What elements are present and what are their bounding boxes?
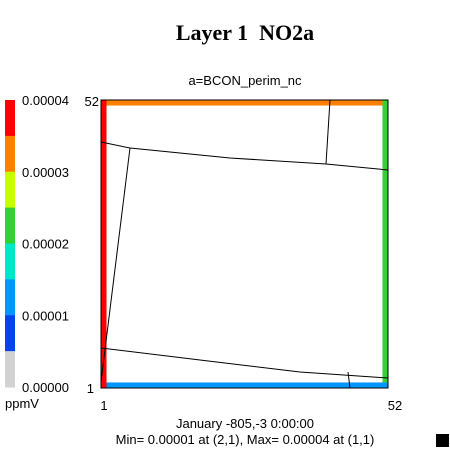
plot-frame — [100, 99, 389, 389]
colorbar-swatch-1 — [5, 100, 15, 137]
x-tick-left: 1 — [100, 398, 107, 413]
perimeter-cell-south — [101, 382, 388, 388]
colorbar-swatch-7 — [5, 315, 15, 352]
boundary-line-vertical-right — [325, 99, 331, 165]
colorbar-tick-label: 0.00002 — [22, 237, 69, 252]
colorbar-unit: ppmV — [5, 396, 39, 411]
perimeter-cell-east — [382, 100, 388, 388]
corner-marker — [436, 434, 449, 447]
colorbar-tick-label: 0.00001 — [22, 308, 69, 323]
colorbar-labels: 0.00004 0.00003 0.00002 0.00001 0.00000 — [22, 93, 69, 395]
colorbar-tick-label: 0.00004 — [22, 93, 69, 108]
chart-subtitle: a=BCON_perim_nc — [188, 73, 302, 88]
colorbar-swatch-4 — [5, 207, 15, 244]
perimeter-cell-west — [101, 100, 107, 388]
perimeter-cell-north — [101, 100, 388, 106]
chart-title: Layer 1 NO2a — [176, 20, 314, 45]
y-tick-bottom: 1 — [87, 381, 94, 396]
colorbar-tick-label: 0.00000 — [22, 380, 69, 395]
colorbar-tick-label: 0.00003 — [22, 165, 69, 180]
colorbar — [5, 100, 15, 388]
date-label: January -805,-3 0:00:00 — [176, 416, 314, 431]
colorbar-swatch-8 — [5, 351, 15, 388]
colorbar-swatch-5 — [5, 243, 15, 280]
x-tick-right: 52 — [388, 398, 402, 413]
boundary-line-upper — [100, 141, 389, 171]
colorbar-swatch-6 — [5, 279, 15, 316]
plot-area — [101, 100, 388, 388]
boundary-line-short — [347, 371, 351, 389]
perimeter-cells — [101, 100, 388, 388]
boundary-line-vertical-left — [100, 147, 131, 383]
boundary-line-lower — [100, 347, 389, 379]
y-tick-top: 52 — [85, 94, 99, 109]
stats-label: Min= 0.00001 at (2,1), Max= 0.00004 at (… — [116, 432, 375, 447]
colorbar-swatch-2 — [5, 135, 15, 173]
colorbar-swatch-3 — [5, 171, 15, 209]
map-boundaries — [100, 99, 389, 389]
